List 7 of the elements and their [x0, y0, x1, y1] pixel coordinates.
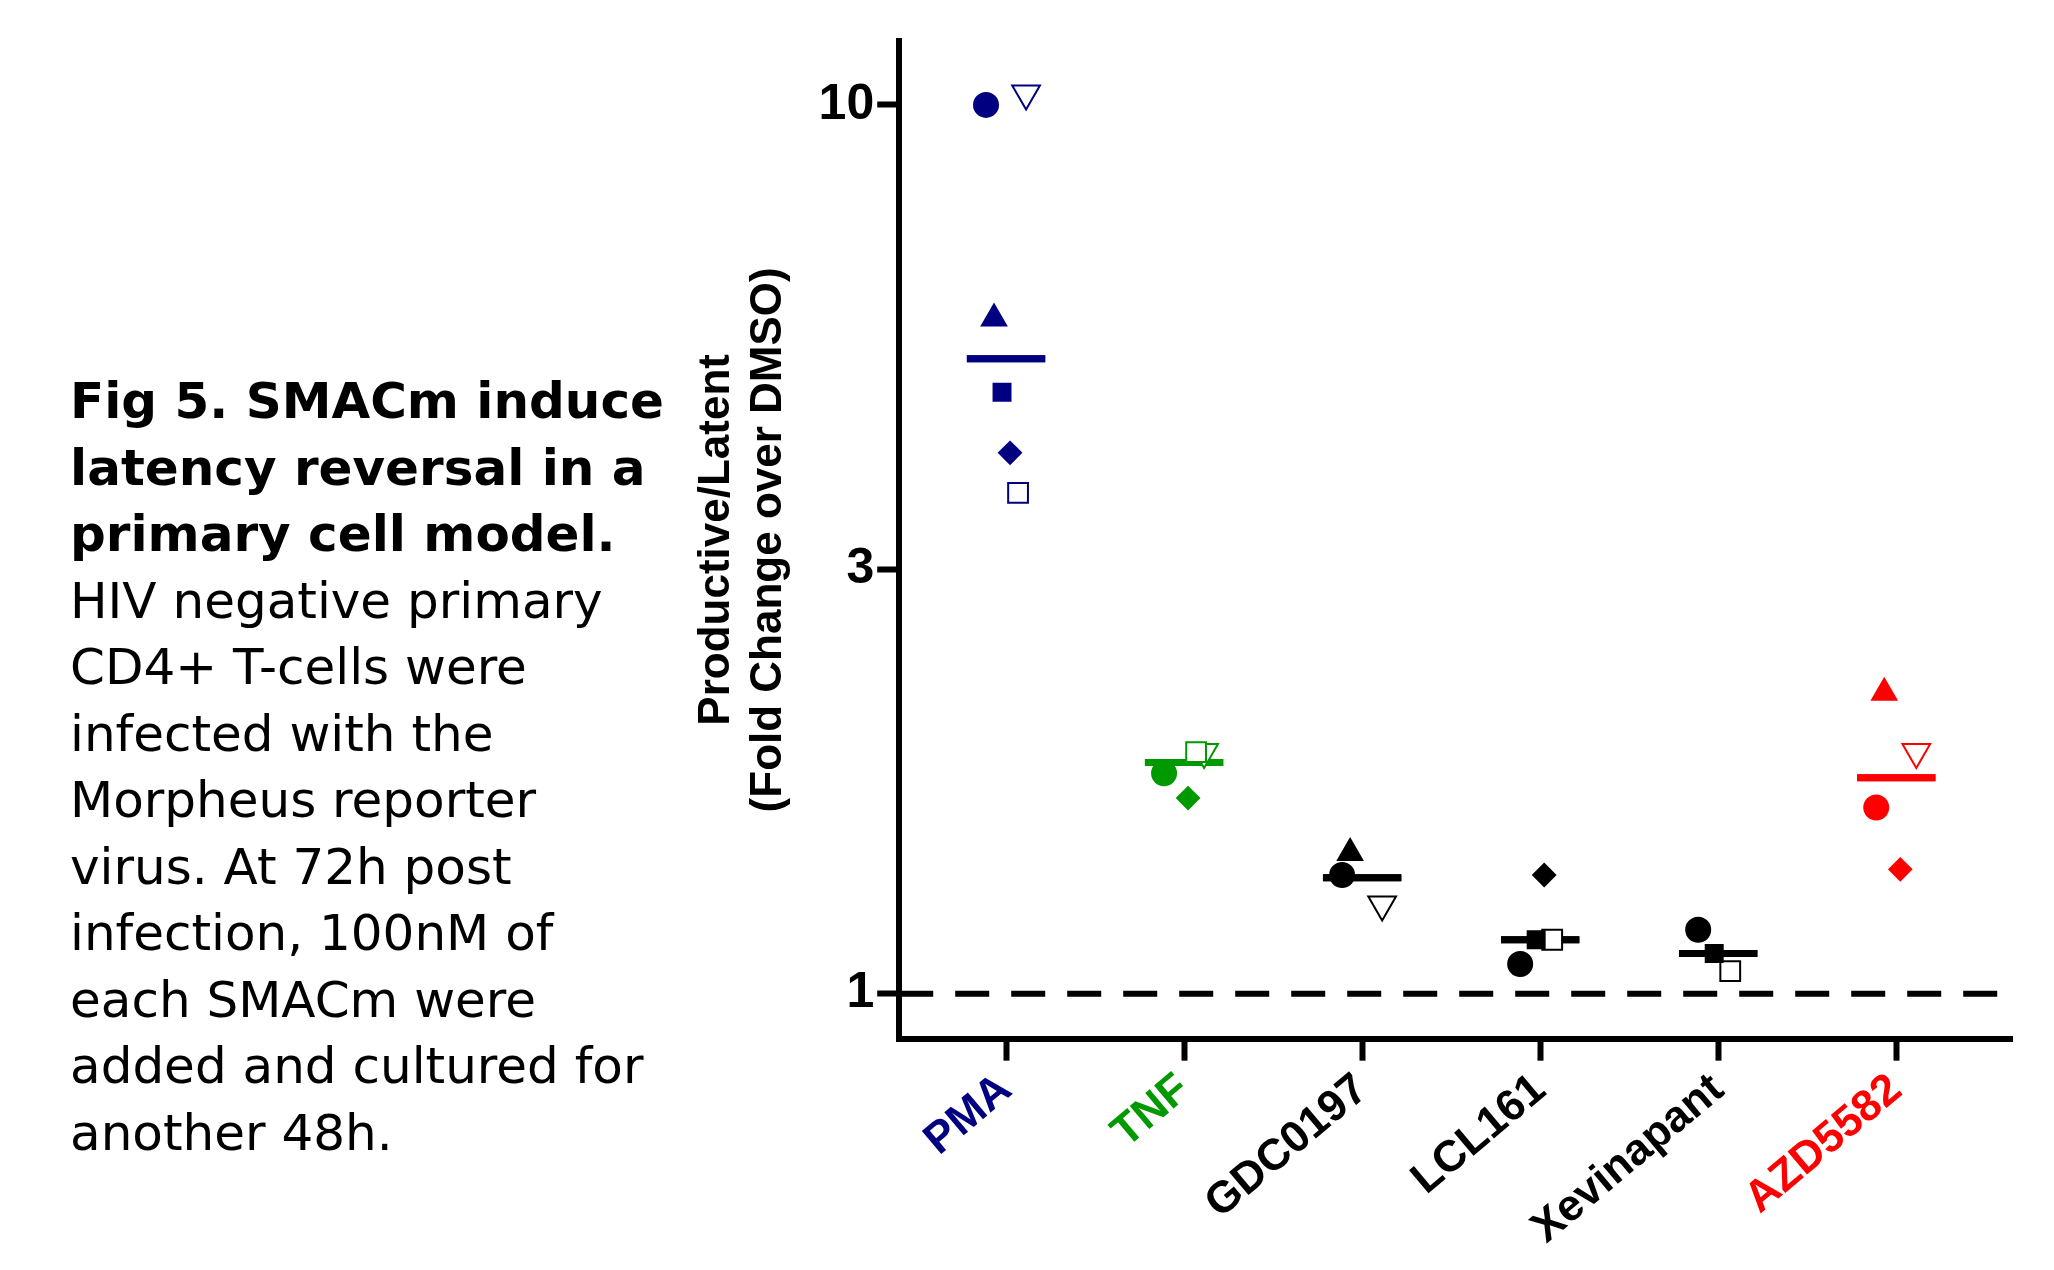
y-tick-label: 3: [846, 538, 875, 595]
x-tick-label: TNF: [1100, 1062, 1198, 1156]
text: HIV negative primary CD4+ T-cells were infected with the Morpheus reporter virus. At 72h post infection, 100nM of each SMACm were added and cultured for another 48h.: [70, 571, 644, 1162]
y-tick-label: 1: [846, 962, 875, 1019]
text: Fig 5. SMACm induce latency reversal in a primary cell model.: [70, 371, 666, 565]
y-axis-title: Productive/Latent (Fold Change over DMSO): [688, 267, 791, 813]
y-tick-label: 10: [818, 73, 875, 130]
